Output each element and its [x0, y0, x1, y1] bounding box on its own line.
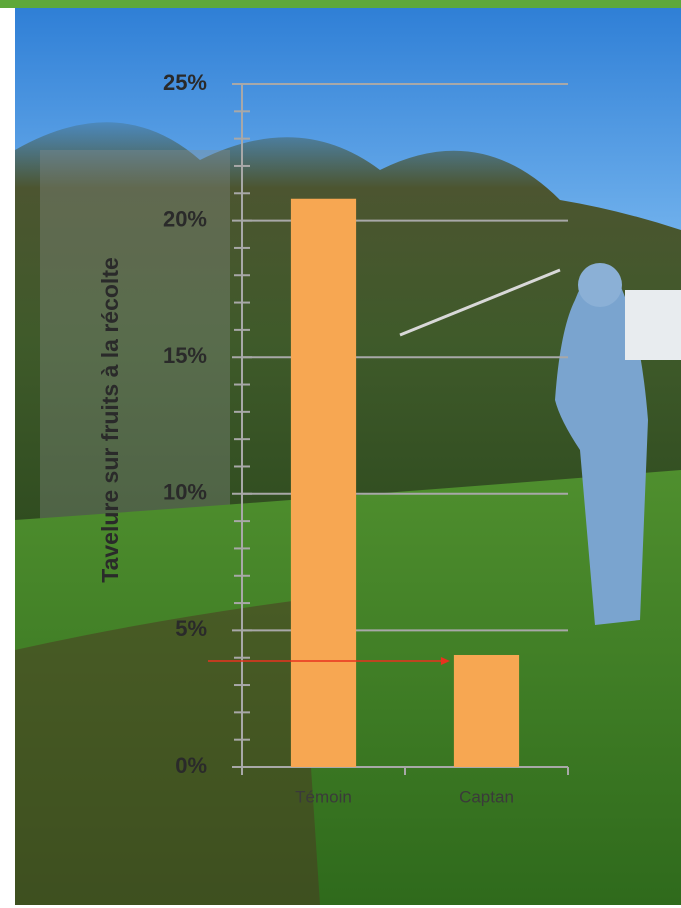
y-axis-label: Tavelure sur fruits à la récolte — [97, 257, 123, 583]
top-border — [0, 0, 681, 8]
bar — [453, 654, 520, 767]
arrow-head — [440, 656, 450, 665]
y-tick-label: 10% — [163, 480, 207, 505]
y-tick-label: 0% — [175, 753, 207, 778]
y-tick-label: 15% — [163, 343, 207, 368]
bar — [290, 198, 357, 767]
y-tick-label: 5% — [175, 616, 207, 641]
x-tick-label: Témoin — [295, 787, 352, 806]
y-tick-label: 20% — [163, 206, 207, 231]
x-tick-label: Captan — [459, 787, 514, 806]
y-tick-label: 25% — [163, 70, 207, 95]
